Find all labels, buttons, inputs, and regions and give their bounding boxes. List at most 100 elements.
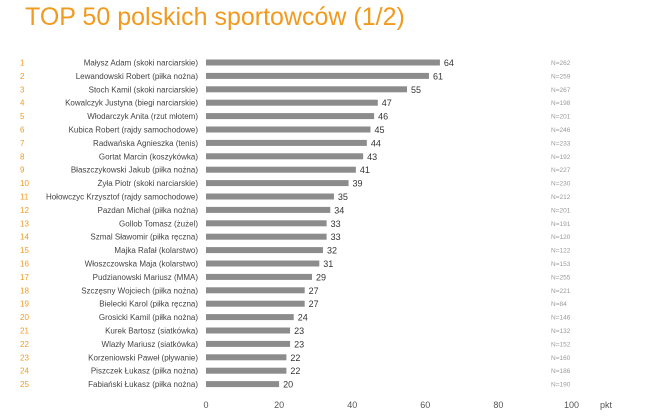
row-sample-size: N=230 <box>551 181 571 188</box>
bar-value-label: 55 <box>411 85 421 95</box>
row-label: Kubica Robert (rajdy samochodowe) <box>69 126 199 135</box>
row-sample-size: N=84 <box>551 301 567 308</box>
bar <box>206 340 291 347</box>
row-rank: 1 <box>20 59 25 68</box>
chart-row: 6 Kubica Robert (rajdy samochodowe) 45 N=24… <box>20 125 571 135</box>
row-label: Pazdan Michał (piłka nożna) <box>98 206 199 215</box>
row-sample-size: N=152 <box>551 341 571 348</box>
chart-title: TOP 50 polskich sportowców (1/2) <box>25 3 405 31</box>
bar <box>206 86 408 93</box>
chart-row: 17 Pudzianowski Mariusz (MMA) 29 N=255 <box>20 272 571 282</box>
bar <box>206 206 331 213</box>
bar <box>206 139 367 146</box>
bar-value-label: 33 <box>331 219 341 229</box>
row-rank: 22 <box>20 340 29 349</box>
bar <box>206 220 327 227</box>
bar-value-label: 39 <box>353 179 363 189</box>
chart-row: 12 Pazdan Michał (piłka nożna) 34 N=201 <box>20 205 571 215</box>
row-label: Piszczek Łukasz (piłka nożna) <box>91 367 198 376</box>
row-rank: 11 <box>20 193 29 202</box>
row-sample-size: N=122 <box>551 248 571 255</box>
row-rank: 19 <box>20 300 29 309</box>
row-sample-size: N=227 <box>551 167 571 174</box>
bar-value-label: 34 <box>334 205 344 215</box>
row-label: Gortat Marcin (koszykówka) <box>99 152 198 161</box>
row-sample-size: N=255 <box>551 274 571 281</box>
row-label: Bielecki Karol (piłka ręczna) <box>99 300 198 309</box>
chart-row: 13 Gollob Tomasz (żużel) 33 N=191 <box>20 219 571 229</box>
bar-value-label: 33 <box>331 232 341 242</box>
row-sample-size: N=186 <box>551 368 571 375</box>
bar-value-label: 20 <box>283 380 293 390</box>
row-rank: 20 <box>20 313 29 322</box>
row-rank: 2 <box>20 72 25 81</box>
chart-row: 14 Szmal Sławomir (piłka ręczna) 33 N=120 <box>20 232 571 242</box>
chart-row: 10 Żyła Piotr (skoki narciarskie) 39 N=230 <box>20 179 571 189</box>
bar-value-label: 27 <box>309 299 319 309</box>
row-rank: 23 <box>20 353 29 362</box>
row-rank: 25 <box>20 380 29 389</box>
row-rank: 16 <box>20 260 29 269</box>
x-tick-label: 0 <box>203 400 208 410</box>
bar-value-label: 47 <box>382 98 392 108</box>
bar <box>206 166 356 173</box>
row-rank: 15 <box>20 246 29 255</box>
row-label: Kowalczyk Justyna (biegi narciarskie) <box>65 99 198 108</box>
row-label: Wlazły Mariusz (siatkówka) <box>102 340 199 349</box>
bar <box>206 367 287 374</box>
chart-row: 25 Fabiański Łukasz (piłka nożna) 20 N=190 <box>20 380 571 390</box>
row-label: Szmal Sławomir (piłka ręczna) <box>90 233 198 242</box>
row-sample-size: N=267 <box>551 87 571 94</box>
bar <box>206 287 305 294</box>
row-sample-size: N=120 <box>551 234 571 241</box>
bar <box>206 260 320 267</box>
row-rank: 5 <box>20 112 25 121</box>
row-label: Fabiański Łukasz (piłka nożna) <box>88 380 198 389</box>
row-sample-size: N=198 <box>551 100 571 107</box>
row-rank: 17 <box>20 273 29 282</box>
bar <box>206 72 429 79</box>
row-sample-size: N=190 <box>551 382 571 389</box>
bar <box>206 327 291 334</box>
row-label: Żyła Piotr (skoki narciarskie) <box>98 179 199 188</box>
row-label: Korzeniowski Paweł (pływanie) <box>88 353 198 362</box>
bar-value-label: 27 <box>309 286 319 296</box>
row-rank: 24 <box>20 367 29 376</box>
row-label: Gollob Tomasz (żużel) <box>119 219 198 228</box>
chart-row: 8 Gortat Marcin (koszykówka) 43 N=192 <box>20 152 571 162</box>
chart-row: 23 Korzeniowski Paweł (pływanie) 22 N=160 <box>20 353 571 363</box>
row-label: Włodarczyk Anita (rzut młotem) <box>87 112 198 121</box>
row-label: Radwańska Agnieszka (tenis) <box>93 139 198 148</box>
chart-row: 9 Błaszczykowski Jakub (piłka nożna) 41 N=2… <box>20 165 571 175</box>
row-label: Majka Rafał (kolarstwo) <box>114 246 198 255</box>
chart-row: 18 Szczęsny Wojciech (piłka nożna) 27 N=221 <box>20 286 571 296</box>
bar <box>206 381 280 388</box>
bar-value-label: 64 <box>444 58 454 68</box>
row-rank: 10 <box>20 179 29 188</box>
row-sample-size: N=212 <box>551 194 571 201</box>
row-label: Grosicki Kamil (piłka nożna) <box>99 313 198 322</box>
x-axis-unit-label: pkt <box>600 400 613 410</box>
x-tick-label: 100 <box>564 400 579 410</box>
row-label: Kurek Bartosz (siatkówka) <box>105 327 198 336</box>
row-sample-size: N=233 <box>551 140 571 147</box>
row-sample-size: N=246 <box>551 127 571 134</box>
chart-row: 19 Bielecki Karol (piłka ręczna) 27 N=84 <box>20 299 567 309</box>
bar-value-label: 35 <box>338 192 348 202</box>
chart-row: 7 Radwańska Agnieszka (tenis) 44 N=233 <box>20 138 571 148</box>
chart-row: 1 Małysz Adam (skoki narciarskie) 64 N=262 <box>20 58 571 68</box>
bar-value-label: 45 <box>374 125 384 135</box>
bar-value-label: 46 <box>378 112 388 122</box>
row-rank: 21 <box>20 327 29 336</box>
row-sample-size: N=259 <box>551 73 571 80</box>
row-label: Lewandowski Robert (piłka nożna) <box>76 72 199 81</box>
row-rank: 4 <box>20 99 25 108</box>
chart-row: 2 Lewandowski Robert (piłka nożna) 61 N=259 <box>20 71 571 81</box>
row-label: Hołowczyc Krzysztof (rajdy samochodowe) <box>46 193 198 202</box>
row-sample-size: N=192 <box>551 154 571 161</box>
x-tick-label: 20 <box>274 400 284 410</box>
row-label: Włoszczowska Maja (kolarstwo) <box>85 260 199 269</box>
bar <box>206 153 364 160</box>
chart-rows: 1 Małysz Adam (skoki narciarskie) 64 N=2622… <box>20 58 571 390</box>
row-label: Małysz Adam (skoki narciarskie) <box>84 59 199 68</box>
